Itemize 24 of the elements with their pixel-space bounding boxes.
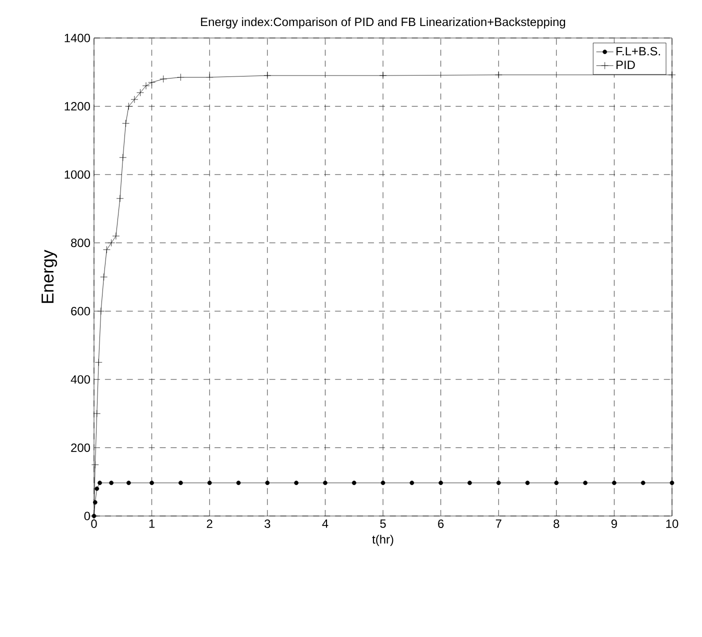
y-tick-label: 1400 [64, 34, 90, 42]
x-tick-label: 1 [149, 520, 155, 528]
x-tick-label: 3 [264, 520, 270, 528]
y-tick-label: 400 [70, 375, 90, 384]
legend-label: F.L+B.S. [616, 46, 660, 56]
x-tick-label: 9 [611, 520, 617, 528]
y-tick-label: 1000 [64, 170, 90, 179]
legend-label: PID [616, 60, 635, 70]
x-tick-label: 8 [554, 520, 560, 528]
y-axis-title: Energy [42, 250, 58, 303]
x-tick-label: 2 [206, 520, 212, 528]
x-tick-label: 10 [666, 520, 678, 528]
x-tick-label: 4 [322, 520, 328, 528]
y-tick-label: 600 [71, 306, 90, 316]
chart-title: Energy index:Comparison of PID and FB Linearization+Backstepping [201, 17, 566, 28]
x-tick-label: 6 [438, 520, 444, 528]
x-axis-title: t(hr) [372, 534, 394, 546]
x-tick-label: 0 [91, 520, 97, 528]
y-tick-label: 1200 [64, 102, 90, 111]
x-tick-label: 7 [496, 520, 502, 528]
x-tick-label: 5 [380, 520, 386, 528]
y-tick-label: 200 [71, 443, 90, 452]
y-tick-label: 800 [71, 238, 90, 248]
y-tick-label: 0 [84, 512, 90, 520]
